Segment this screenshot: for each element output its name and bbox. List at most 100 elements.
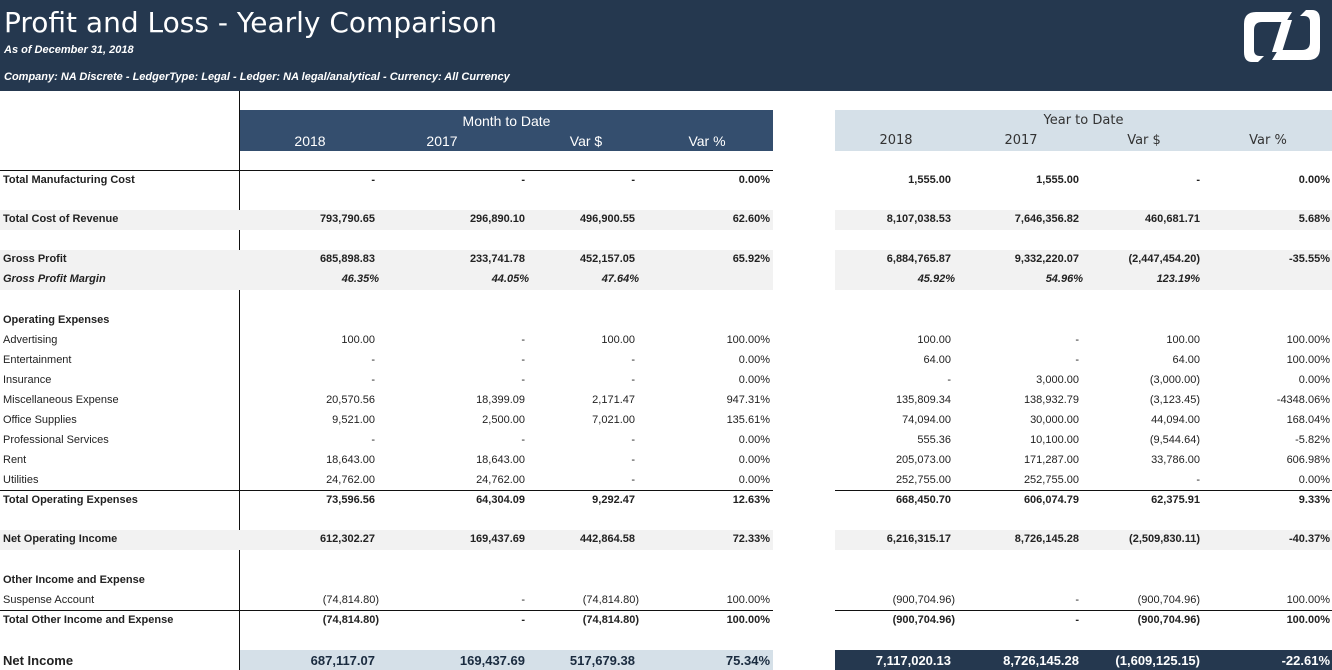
ytd-col-var-amount: Var $: [1127, 133, 1161, 148]
mtd-var-amount-value: (74,814.80): [582, 614, 639, 626]
ytd-2018-value: 668,450.70: [895, 494, 951, 506]
mtd-2017-value: -: [521, 434, 525, 446]
ytd-2017-value: 54.96%: [1045, 273, 1083, 285]
mtd-var-percent-value: 100.00%: [726, 614, 770, 626]
mtd-2018-value: 20,570.56: [326, 394, 375, 406]
mtd-2017-value: -: [521, 334, 525, 346]
row-shade: [835, 210, 1332, 230]
ytd-2017-value: -: [1075, 334, 1079, 346]
ytd-header: Year to Date 2018 2017 Var $ Var %: [835, 110, 1332, 151]
row-label: Net Income: [3, 653, 74, 668]
mtd-var-amount-value: 100.00: [601, 334, 635, 346]
row-utilities: Utilities 24,762.00 24,762.00 - 0.00% 25…: [0, 471, 1332, 491]
row-net-income: Net Income 687,117.07 169,437.69 517,679…: [0, 650, 1332, 670]
mtd-var-amount-value: (74,814.80): [582, 594, 639, 606]
mtd-2017-value: -: [521, 594, 525, 606]
company-logo-icon: [1244, 10, 1320, 62]
mtd-var-percent-value: 100.00%: [726, 594, 770, 606]
mtd-var-percent-value: 0.00%: [738, 374, 770, 386]
mtd-2018-value: (74,814.80): [322, 594, 379, 606]
row-label: Insurance: [3, 374, 52, 386]
section-label: Other Income and Expense: [3, 574, 145, 586]
mtd-2017-value: 296,890.10: [469, 213, 525, 225]
ytd-2018-value: 64.00: [923, 354, 951, 366]
row-shade: [0, 210, 773, 230]
mtd-2017-value: -: [521, 374, 525, 386]
mtd-var-amount-value: -: [631, 374, 635, 386]
ytd-var-percent-value: -4348.06%: [1276, 394, 1330, 406]
mtd-2018-value: 793,790.65: [319, 213, 375, 225]
ytd-2018-value: 135,809.34: [895, 394, 951, 406]
row-shade: [835, 530, 1332, 550]
report-date: As of December 31, 2018: [4, 44, 134, 56]
ytd-var-percent-value: 0.00%: [1298, 474, 1330, 486]
table-top-rule: [0, 170, 773, 171]
row-gross-profit-margin: Gross Profit Margin 46.35% 44.05% 47.64%…: [0, 270, 1332, 290]
row-insurance: Insurance - - - 0.00% - 3,000.00 (3,000.…: [0, 371, 1332, 391]
ytd-var-amount-value: (2,447,454.20): [1128, 253, 1200, 265]
mtd-col-2017: 2017: [426, 133, 458, 149]
ytd-2018-value: 6,216,315.17: [886, 533, 951, 545]
mtd-2018-value: -: [371, 354, 375, 366]
mtd-var-percent-value: 72.33%: [732, 533, 770, 545]
row-advertising: Advertising 100.00 - 100.00 100.00% 100.…: [0, 331, 1332, 351]
ytd-var-amount-value: 44,094.00: [1151, 414, 1200, 426]
mtd-2017-value: -: [521, 354, 525, 366]
mtd-var-amount-value: 9,292.47: [592, 494, 635, 506]
row-label: Total Manufacturing Cost: [3, 174, 135, 186]
ytd-var-amount-value: (900,704.96): [1137, 594, 1200, 606]
mtd-2017-value: 64,304.09: [476, 494, 525, 506]
mtd-2018-value: 18,643.00: [326, 454, 375, 466]
ytd-var-percent-value: 9.33%: [1298, 494, 1330, 506]
ytd-var-amount-value: -: [1196, 474, 1200, 486]
subtotal-rule-ytd: [835, 610, 1332, 611]
label-column-divider: [239, 91, 240, 670]
ytd-var-amount-value: 123.19%: [1156, 273, 1200, 285]
ytd-2018-value: 45.92%: [917, 273, 955, 285]
ytd-2018-value: 205,073.00: [895, 454, 951, 466]
ytd-var-percent-value: 0.00%: [1298, 374, 1330, 386]
mtd-var-amount-value: -: [631, 454, 635, 466]
mtd-var-percent-value: 0.00%: [738, 174, 770, 186]
mtd-var-amount-value: -: [631, 174, 635, 186]
ytd-var-percent-value: -5.82%: [1295, 434, 1330, 446]
row-net-operating-income: Net Operating Income 612,302.27 169,437.…: [0, 530, 1332, 550]
mtd-2017-value: 2,500.00: [482, 414, 525, 426]
ytd-2018-value: (900,704.96): [892, 594, 955, 606]
row-label: Net Operating Income: [3, 533, 118, 545]
mtd-var-amount-value: 7,021.00: [592, 414, 635, 426]
section-other-income-and-expense: Other Income and Expense: [0, 571, 1332, 591]
ytd-2017-value: -: [1075, 614, 1079, 626]
mtd-2017-value: 44.05%: [491, 273, 529, 285]
ytd-var-percent-value: 0.00%: [1298, 174, 1330, 186]
ytd-2017-value: 171,287.00: [1023, 454, 1079, 466]
ytd-2017-value: 1,555.00: [1036, 174, 1079, 186]
ytd-2017-value: -: [1075, 354, 1079, 366]
row-entertainment: Entertainment - - - 0.00% 64.00 - 64.00 …: [0, 351, 1332, 371]
ytd-var-percent-value: -40.37%: [1289, 533, 1330, 545]
net-income-mtd-shade: [240, 650, 773, 670]
ytd-2018-value: 6,884,765.87: [886, 253, 951, 265]
mtd-var-amount-value: 442,864.58: [579, 533, 635, 545]
mtd-var-percent-value: 65.92%: [732, 253, 770, 265]
mtd-2018-value: (74,814.80): [322, 614, 379, 626]
ytd-var-percent-value: 168.04%: [1286, 414, 1330, 426]
ytd-2018-value: 100.00: [917, 334, 951, 346]
ytd-2017-value: 9,332,220.07: [1014, 253, 1079, 265]
row-total-manufacturing-cost: Total Manufacturing Cost - - - 0.00% 1,5…: [0, 171, 1332, 191]
mtd-var-amount-value: -: [631, 354, 635, 366]
row-shade: [0, 270, 773, 290]
ytd-col-2018: 2018: [879, 133, 913, 148]
row-rent: Rent 18,643.00 18,643.00 - 0.00% 205,073…: [0, 451, 1332, 471]
ytd-2018-value: (900,704.96): [892, 614, 955, 626]
mtd-var-percent-value: 947.31%: [726, 394, 770, 406]
ytd-2017-value: 8,726,145.28: [1003, 653, 1079, 668]
ytd-var-amount-value: 100.00: [1166, 334, 1200, 346]
ytd-2018-value: 7,117,020.13: [875, 653, 951, 668]
ytd-var-amount-value: (2,509,830.11): [1129, 533, 1200, 545]
ytd-2018-value: 252,755.00: [895, 474, 951, 486]
row-label: Total Cost of Revenue: [3, 213, 119, 225]
row-label: Gross Profit Margin: [3, 273, 106, 285]
row-label: Entertainment: [3, 354, 72, 366]
ytd-2018-value: 8,107,038.53: [886, 213, 951, 225]
